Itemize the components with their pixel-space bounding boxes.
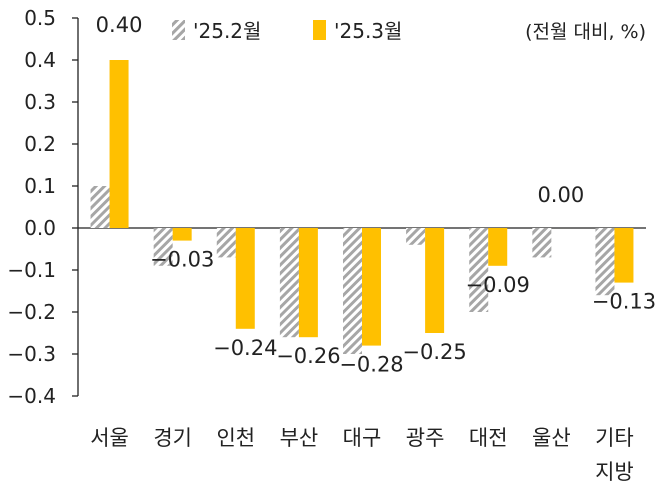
x-category-label: 부산 (280, 426, 319, 450)
x-category-label: 광주 (406, 426, 445, 450)
bar-feb (216, 228, 236, 258)
legend-swatch-feb (172, 20, 185, 40)
x-category-label: 지방 (595, 460, 634, 484)
bar-feb (153, 228, 173, 266)
data-label: 0.00 (537, 183, 584, 207)
y-tick-label: 0.0 (24, 216, 56, 240)
bar-feb (532, 228, 552, 258)
bar-mar (235, 228, 255, 329)
y-tick-label: −0.4 (7, 384, 56, 408)
bar-mar (425, 228, 445, 333)
legend-label-feb: '25.2월 (193, 19, 261, 43)
bar-feb (343, 228, 362, 354)
data-labels: 0.40 −0.03 −0.24−0.26−0.28−0.25 −0.09 0.00 −0… (96, 13, 656, 377)
data-label: −0.24 (213, 336, 277, 360)
bar-feb (469, 228, 489, 312)
data-label: −0.25 (402, 340, 466, 364)
axes: 0.5 0.4 0.3 0.2 0.1 0.0 −0.1 −0.2 −0.3 −0.4 서울 경기 인천… (7, 6, 646, 484)
y-tick-label: 0.4 (24, 48, 56, 72)
x-category-label: 인천 (216, 426, 255, 450)
bar-feb (90, 186, 110, 228)
y-tick-label: 0.3 (24, 90, 56, 114)
y-tick-label: −0.3 (7, 342, 56, 366)
data-label: −0.09 (466, 273, 530, 297)
bars (90, 60, 634, 354)
legend-swatch-mar (313, 20, 326, 40)
bar-feb (279, 228, 299, 338)
bar-mar (488, 228, 508, 266)
data-label: 0.40 (96, 13, 143, 37)
bar-mar (172, 228, 192, 241)
bar-mar (614, 228, 634, 283)
legend-label-mar: '25.3월 (334, 19, 402, 43)
x-category-label: 서울 (90, 426, 129, 450)
data-label: −0.03 (150, 248, 214, 272)
legend: '25.2월 '25.3월 (전월 대비, %) (172, 19, 646, 43)
x-category-label: 경기 (153, 426, 192, 450)
bar-mar (362, 228, 381, 346)
x-category-label: 대구 (343, 426, 382, 450)
data-label: −0.13 (592, 290, 656, 314)
bar-feb (595, 228, 615, 296)
y-tick-label: −0.1 (7, 258, 56, 282)
y-tick-label: 0.5 (24, 6, 56, 30)
y-tick-label: −0.2 (7, 300, 56, 324)
bar-mar (298, 228, 318, 338)
bar-feb (406, 228, 426, 245)
x-category-label: 대전 (469, 426, 508, 450)
bar-mar (109, 60, 129, 228)
data-label: −0.26 (276, 344, 340, 368)
y-tick-label: 0.2 (24, 132, 56, 156)
x-category-label: 기타 (595, 426, 634, 450)
data-label: −0.28 (339, 353, 403, 377)
y-tick-label: 0.1 (24, 174, 56, 198)
unit-note: (전월 대비, %) (525, 21, 646, 43)
x-category-label: 울산 (532, 426, 571, 450)
